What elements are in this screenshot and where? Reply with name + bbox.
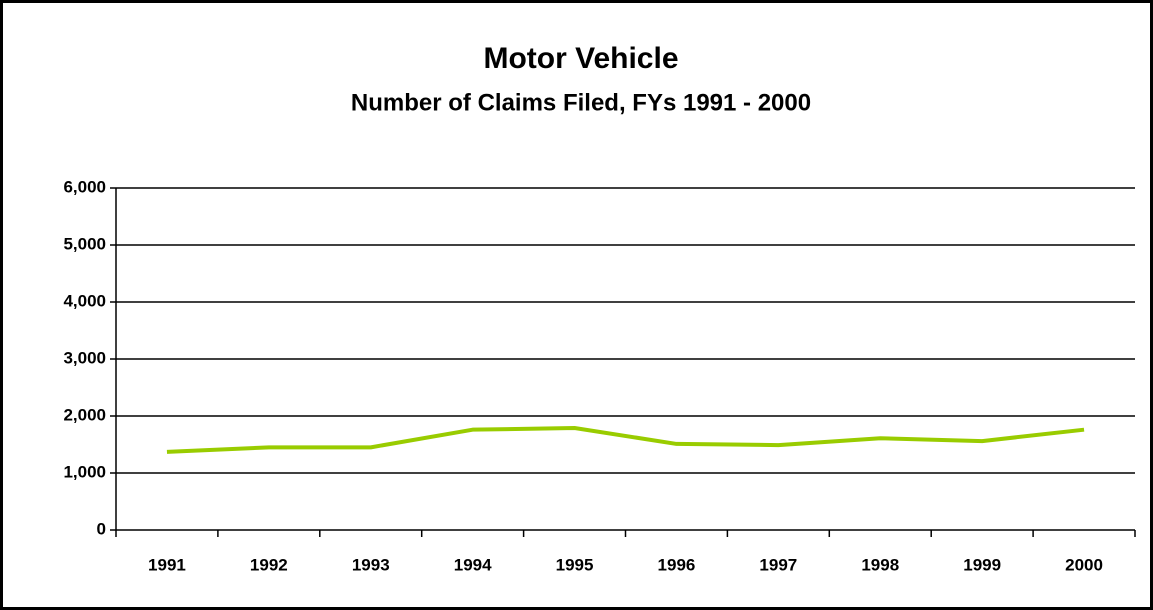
y-tick-label: 6,000 (63, 177, 106, 196)
y-tick-label: 5,000 (63, 234, 106, 253)
x-tick-label: 1996 (658, 555, 696, 574)
x-tick-label: 1995 (556, 555, 594, 574)
y-tick-label: 2,000 (63, 405, 106, 424)
data-line (166, 425, 1085, 454)
x-tick-label: 1994 (454, 555, 492, 574)
chart-subtitle: Number of Claims Filed, FYs 1991 - 2000 (351, 89, 811, 116)
y-tick-label: 0 (97, 519, 106, 538)
x-tick-label: 1998 (861, 555, 899, 574)
x-tick-label: 1991 (148, 555, 186, 574)
x-tick-label: 1993 (352, 555, 390, 574)
y-tick-label: 3,000 (63, 348, 106, 367)
x-tick-label: 1992 (250, 555, 288, 574)
y-tick-label: 1,000 (63, 462, 106, 481)
x-tick-label: 1999 (963, 555, 1001, 574)
x-tick-label: 2000 (1065, 555, 1103, 574)
chart-title: Motor Vehicle (483, 42, 678, 75)
y-tick-label: 4,000 (63, 291, 106, 310)
x-tick-label: 1997 (759, 555, 797, 574)
